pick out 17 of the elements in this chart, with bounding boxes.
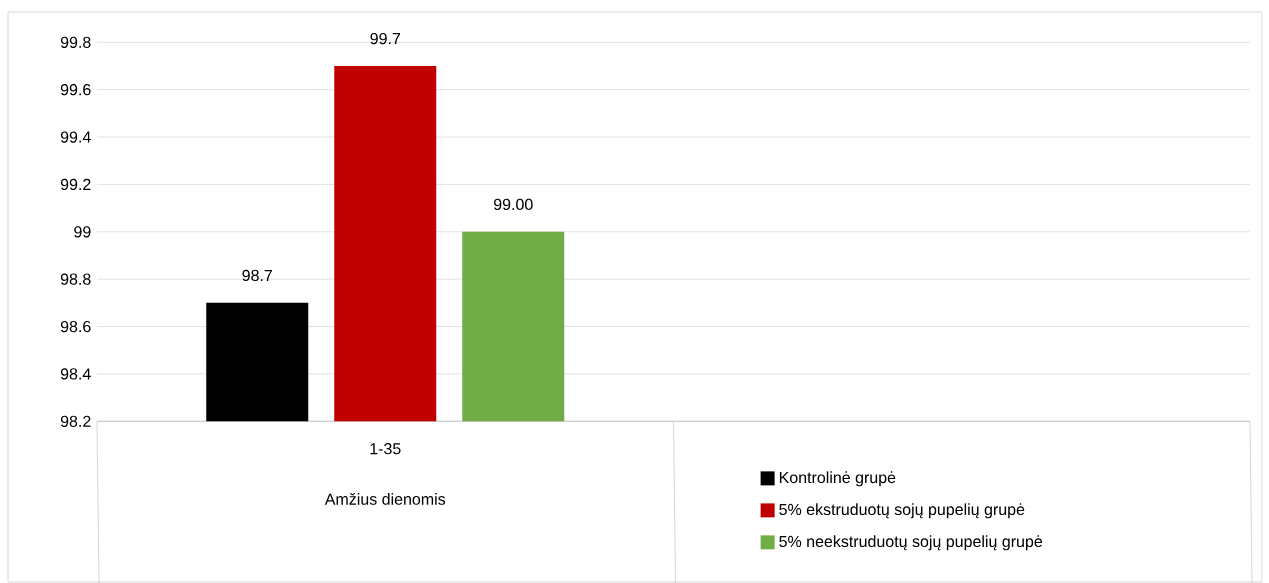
legend-label: Kontrolinė grupė [779,471,896,487]
legend-label: 5% neekstruduotų sojų pupelių grupė [779,535,1043,551]
data-label: 99.7 [370,32,401,45]
y-tick-label: 98.2 [60,415,91,427]
data-label: 99.00 [493,198,533,211]
y-tick-label: 98.6 [60,320,91,333]
y-tick-label: 98.8 [60,273,91,285]
legend-label: 5% ekstruduotų sojų pupelių grupė [779,503,1025,519]
data-label: 98.7 [242,269,273,282]
y-tick-label: 98.4 [60,368,91,380]
x-axis-title: Amžius dienomis [324,493,446,505]
y-tick-label: 99 [74,226,91,238]
x-tick-label: 1-35 [370,443,401,455]
y-tick-label: 99.4 [60,131,91,143]
y-tick-label: 99.8 [60,36,91,48]
y-tick-label: 99.6 [60,84,91,96]
y-tick-label: 99.2 [60,178,91,191]
